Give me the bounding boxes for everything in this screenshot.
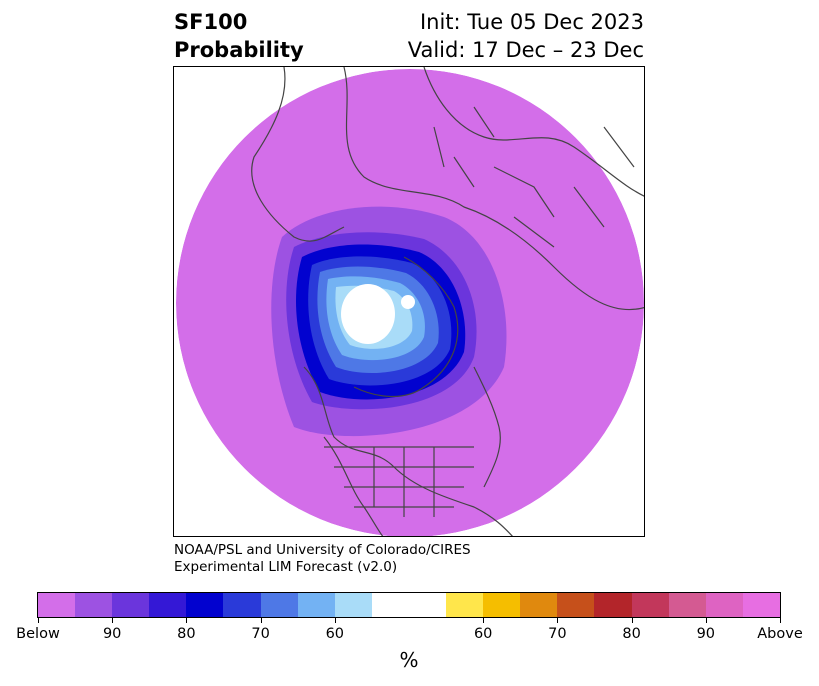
colorbar-segment <box>223 593 261 617</box>
colorbar-segment <box>446 593 484 617</box>
colorbar-tick <box>631 618 633 623</box>
colorbar-tick <box>705 618 707 623</box>
credit-line-2: Experimental LIM Forecast (v2.0) <box>174 559 398 575</box>
colorbar-tick <box>334 618 336 623</box>
colorbar-segment <box>334 593 372 617</box>
colorbar-segment <box>149 593 187 617</box>
colorbar-tick <box>483 618 485 623</box>
colorbar-segment <box>38 593 76 617</box>
coastlines <box>251 67 644 536</box>
colorbar-segment <box>186 593 224 617</box>
colorbar-tick <box>186 618 188 623</box>
colorbar-segment <box>594 593 632 617</box>
colorbar-segment <box>742 593 780 617</box>
colorbar-segment <box>371 593 447 617</box>
colorbar-segment <box>483 593 521 617</box>
polar-map <box>173 66 645 537</box>
colorbar-tick <box>260 618 262 623</box>
map-title: SF100 Probability <box>174 9 304 65</box>
credit-line-1: NOAA/PSL and University of Colorado/CIRE… <box>174 542 471 558</box>
colorbar-segment <box>75 593 113 617</box>
colorbar-tick-label: 70 <box>548 626 567 642</box>
colorbar-tick-label: 90 <box>102 626 122 642</box>
colorbar-tick <box>38 618 39 623</box>
colorbar-tick-label: 80 <box>177 626 196 642</box>
colorbar-tick <box>112 618 114 623</box>
colorbar-tick-label: 80 <box>622 626 641 642</box>
colorbar-segment <box>112 593 150 617</box>
colorbar-segment <box>631 593 669 617</box>
colorbar-segment <box>557 593 595 617</box>
colorbar-tick-label: 60 <box>473 626 493 642</box>
colorbar <box>37 592 781 618</box>
valid-range: Valid: 17 Dec – 23 Dec <box>407 38 644 62</box>
colorbar-tick-label: 90 <box>696 626 716 642</box>
colorbar-unit: % <box>399 648 419 672</box>
probability-map-svg <box>176 67 644 536</box>
credit-text: NOAA/PSL and University of Colorado/CIRE… <box>174 542 471 576</box>
colorbar-tick-label: 60 <box>325 626 345 642</box>
colorbar-tick-label: Below <box>16 626 60 642</box>
init-date: Init: Tue 05 Dec 2023 <box>419 10 644 34</box>
probability-field <box>176 69 644 536</box>
colorbar-segment <box>260 593 298 617</box>
colorbar-tick <box>780 618 781 623</box>
colorbar-segment <box>297 593 335 617</box>
colorbar-segment <box>520 593 558 617</box>
colorbar-segment <box>705 593 743 617</box>
title-field: Probability <box>174 38 304 62</box>
colorbar-tick-label: 70 <box>251 626 270 642</box>
title-variable: SF100 <box>174 10 248 34</box>
colorbar-tick <box>557 618 559 623</box>
colorbar-tick-label: Above <box>757 626 803 642</box>
colorbar-segment <box>668 593 706 617</box>
forecast-dates: Init: Tue 05 Dec 2023 Valid: 17 Dec – 23… <box>408 9 644 65</box>
